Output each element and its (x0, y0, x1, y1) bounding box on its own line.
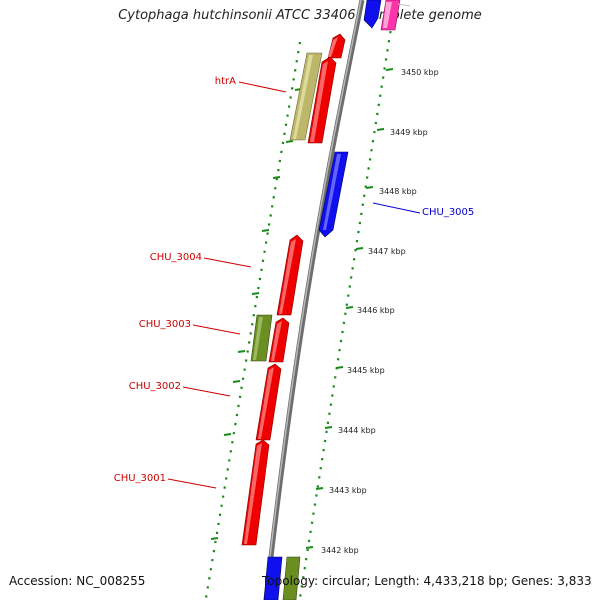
track-boundary-left (204, 41, 302, 599)
gene-label-CHU_3002[interactable]: CHU_3002 (129, 381, 231, 397)
kbp-label: 3448 kbp (379, 187, 417, 196)
kbp-label: 3446 kbp (357, 306, 395, 315)
topology-label: Topology: circular; Length: 4,433,218 bp… (262, 574, 592, 588)
right-ticks (305, 68, 394, 549)
kbp-label: 3444 kbp (338, 426, 376, 435)
cds-feature-CHU_3004[interactable] (276, 234, 304, 316)
cds-feature-CHU_3002[interactable] (255, 363, 282, 441)
kbp-label: 3443 kbp (329, 486, 367, 495)
misc-feature[interactable] (380, 0, 401, 31)
gene-label-CHU_3005[interactable]: CHU_3005 (372, 202, 474, 218)
gene-label-CHU_3004[interactable]: CHU_3004 (150, 252, 252, 268)
cds-feature-CHU_3003[interactable] (268, 317, 290, 363)
cds-feature[interactable] (327, 33, 346, 59)
rna-feature[interactable] (250, 314, 273, 362)
rna-feature-bottom[interactable] (282, 556, 301, 600)
cds-feature-bottom-blue[interactable] (263, 556, 283, 600)
svg-text:CHU_3002: CHU_3002 (129, 381, 181, 392)
svg-text:CHU_3004: CHU_3004 (150, 252, 202, 263)
gene-label-CHU_3001[interactable]: CHU_3001 (114, 473, 217, 489)
kbp-label: 3449 kbp (390, 128, 428, 137)
svg-text:htrA: htrA (215, 76, 236, 87)
genome-backbone (263, 0, 365, 600)
accession-label: Accession: NC_008255 (9, 574, 146, 588)
cds-feature-htrA[interactable] (307, 56, 337, 144)
svg-text:CHU_3003: CHU_3003 (139, 319, 191, 330)
cds-feature-top-blue[interactable] (363, 0, 382, 29)
kbp-label: 3445 kbp (347, 366, 385, 375)
kbp-label: 3447 kbp (368, 247, 406, 256)
gene-label-CHU_3003[interactable]: CHU_3003 (139, 319, 241, 335)
svg-text:CHU_3001: CHU_3001 (114, 473, 166, 484)
cds-feature-CHU_3005[interactable] (318, 151, 349, 238)
gene-label-htrA[interactable]: htrA (215, 76, 287, 93)
kbp-label: 3442 kbp (321, 546, 359, 555)
kbp-labels: 3450 kbp 3449 kbp 3448 kbp 3447 kbp 3446… (321, 68, 439, 555)
other-feature-htrA[interactable] (289, 52, 323, 141)
svg-text:CHU_3005: CHU_3005 (422, 207, 474, 218)
cds-feature-CHU_3001[interactable] (241, 439, 270, 546)
kbp-label: 3450 kbp (401, 68, 439, 77)
